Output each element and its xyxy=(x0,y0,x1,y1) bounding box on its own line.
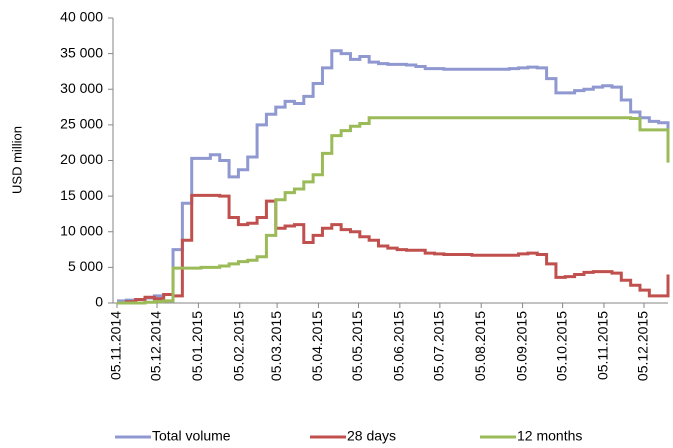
y-tick-label: 25 000 xyxy=(60,116,103,132)
x-tick-label: 05.11.2014 xyxy=(108,311,124,380)
x-tick-label: 05.05.2015 xyxy=(349,311,365,381)
legend-label: 12 months xyxy=(517,428,582,444)
series-line xyxy=(117,193,670,305)
y-tick-label: 40 000 xyxy=(60,9,103,25)
x-tick-label: 05.03.2015 xyxy=(268,311,284,381)
x-tick-label: 05.09.2015 xyxy=(513,311,529,381)
x-tick-label: 05.10.2015 xyxy=(553,311,569,381)
series-line xyxy=(117,116,670,305)
x-tick-label: 05.06.2015 xyxy=(391,311,407,381)
y-axis-label: USD million xyxy=(9,126,24,194)
x-tick-label: 05.12.2015 xyxy=(635,311,651,381)
x-tick-label: 05.12.2014 xyxy=(148,311,164,381)
y-tick-label: 15 000 xyxy=(60,187,103,203)
y-tick-label: 10 000 xyxy=(60,222,103,238)
y-tick-label: 35 000 xyxy=(60,44,103,60)
y-tick-label: 0 xyxy=(95,294,103,310)
legend-label: Total volume xyxy=(152,428,231,444)
x-tick-label: 05.02.2015 xyxy=(230,311,246,381)
x-tick-label: 05.11.2015 xyxy=(595,311,611,380)
series-line xyxy=(117,49,670,303)
x-tick-label: 05.04.2015 xyxy=(309,311,325,381)
y-tick-label: 20 000 xyxy=(60,151,103,167)
legend-label: 28 days xyxy=(347,428,396,444)
x-tick-label: 05.08.2015 xyxy=(472,311,488,381)
y-tick-label: 30 000 xyxy=(60,80,103,96)
y-tick-label: 5 000 xyxy=(68,258,103,274)
x-tick-label: 05.07.2015 xyxy=(431,311,447,381)
x-tick-label: 05.01.2015 xyxy=(189,311,205,381)
